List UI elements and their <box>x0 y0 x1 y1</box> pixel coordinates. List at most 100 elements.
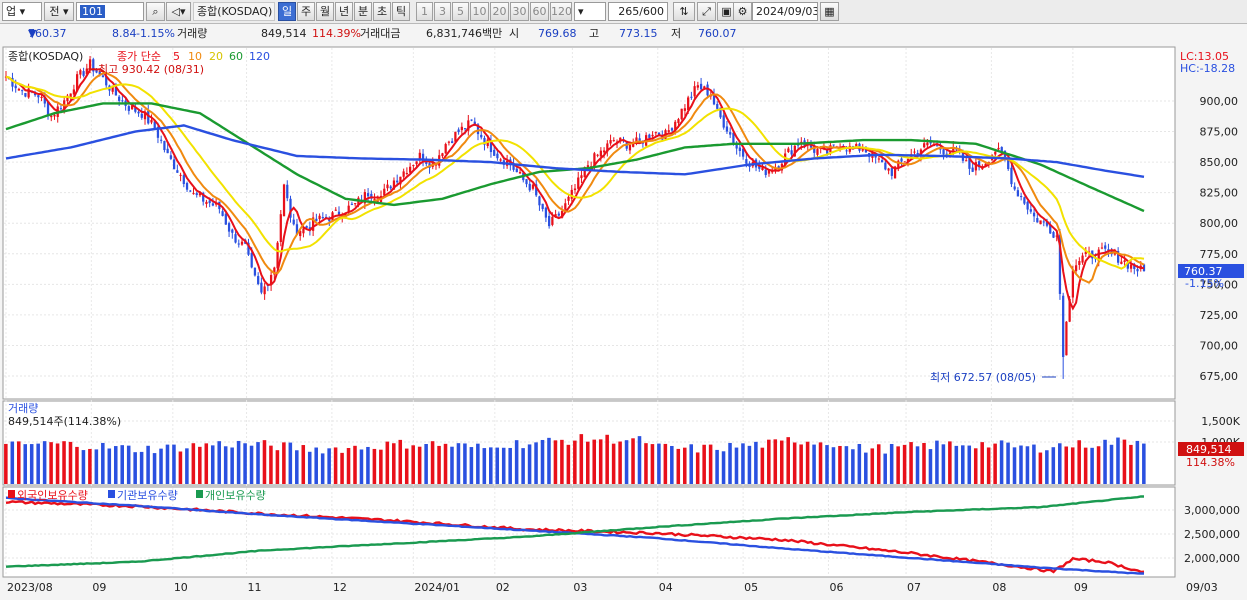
candle-body <box>289 198 292 218</box>
date-field[interactable]: 2024/09/03 <box>752 2 818 21</box>
gear-icon[interactable]: ⚙ <box>733 2 752 21</box>
volume-bar <box>417 446 422 484</box>
ma-20-label: 20 <box>209 50 223 63</box>
period-button-2[interactable]: 월 <box>316 2 334 21</box>
candle-body <box>1049 224 1052 234</box>
volume-bar <box>941 444 946 484</box>
prev-button[interactable]: 전 ▾ <box>44 2 74 21</box>
x-tick-label: 09 <box>1074 581 1088 594</box>
index-name: 종합(KOSDAQ) <box>193 2 275 21</box>
market-select[interactable]: 업 ▾ <box>2 2 42 21</box>
candle-body <box>357 197 360 206</box>
candle-icon[interactable]: ⇅ <box>673 2 695 21</box>
interval-button-3[interactable]: 10 <box>470 2 489 21</box>
period-button-4[interactable]: 분 <box>354 2 372 21</box>
count-input[interactable]: 265/600 <box>608 2 668 21</box>
candle-body <box>441 153 444 157</box>
volume-bar <box>139 451 144 484</box>
interval-button-5[interactable]: 30 <box>510 2 529 21</box>
volume-bar <box>1135 440 1140 484</box>
volume-bar <box>818 442 823 484</box>
price-tick-label: 725,00 <box>1200 309 1239 322</box>
candle-body <box>444 144 447 154</box>
candle-body <box>977 161 981 168</box>
volume-bar <box>547 437 551 484</box>
candle-body <box>887 168 890 171</box>
search-icon[interactable]: ⌕ <box>146 2 165 21</box>
volume-bar <box>288 442 293 484</box>
candle-body <box>467 120 470 131</box>
volume-bar <box>68 441 73 484</box>
volume-bar <box>922 442 926 484</box>
volume-bar <box>754 441 758 484</box>
volume-value: 849,514 <box>261 27 307 40</box>
interval-button-7[interactable]: 120 <box>550 2 572 21</box>
candle-body <box>612 140 615 142</box>
x-tick-label: 03 <box>573 581 587 594</box>
candle-body <box>948 152 952 155</box>
expand-icon[interactable]: ⤢ <box>697 2 716 21</box>
quote-info-bar: 760.37 ▼ 8.84 -1.15% 거래량 849,514 114.39%… <box>0 24 1247 68</box>
volume-bar <box>598 439 603 484</box>
candle-body <box>1020 196 1023 198</box>
interval-button-2[interactable]: 5 <box>452 2 469 21</box>
candle-body <box>43 96 46 104</box>
volume-bar <box>631 438 635 484</box>
volume-bar <box>812 444 816 484</box>
candle-body <box>816 149 819 155</box>
volume-bar <box>501 447 506 484</box>
candle-body <box>460 126 463 131</box>
candle-body <box>92 59 95 72</box>
candle-body <box>531 184 535 189</box>
candle-body <box>696 85 699 88</box>
volume-bar <box>747 445 752 484</box>
volume-bar <box>792 442 797 484</box>
last-volume-pct: 114.38% <box>1186 456 1235 469</box>
code-input[interactable]: 101 <box>76 2 144 21</box>
candle-body <box>354 203 357 205</box>
holdings-line-0 <box>5 500 1145 574</box>
period-button-0[interactable]: 일 <box>278 2 296 21</box>
candle-body <box>396 180 399 183</box>
interval-button-4[interactable]: 20 <box>490 2 509 21</box>
candle-body <box>606 143 609 152</box>
candle-body <box>945 153 948 155</box>
candle-body <box>784 153 787 166</box>
candle-body <box>286 184 289 199</box>
price-tick-label: 775,00 <box>1200 248 1239 261</box>
candle-body <box>147 110 150 124</box>
candle-body <box>1078 261 1081 265</box>
candle-body <box>224 213 227 225</box>
period-button-1[interactable]: 주 <box>297 2 315 21</box>
volume-bar <box>980 442 984 484</box>
price-tick-label: 825,00 <box>1200 187 1239 200</box>
volume-bar <box>430 441 435 484</box>
candle-body <box>292 219 295 225</box>
volume-bar <box>62 441 66 484</box>
chart-area[interactable]: 675,00 700,00 725,00 750,00 775,00 800,00 825,… <box>0 44 1247 600</box>
interval-button-6[interactable]: 60 <box>530 2 549 21</box>
price-panel-title: 종합(KOSDAQ) <box>8 50 83 63</box>
period-button-3[interactable]: 년 <box>335 2 353 21</box>
candle-body <box>758 165 761 169</box>
interval-button-0[interactable]: 1 <box>416 2 433 21</box>
candle-body <box>101 75 105 78</box>
volume-bar <box>553 440 558 484</box>
interval-button-1[interactable]: 3 <box>434 2 451 21</box>
interval-input[interactable]: ▾ <box>574 2 606 21</box>
candle-body <box>111 85 114 92</box>
volume-bar <box>210 445 215 484</box>
candle-body <box>489 140 493 153</box>
period-button-5[interactable]: 초 <box>373 2 391 21</box>
volume-bar <box>986 447 991 484</box>
candle-body <box>202 192 205 202</box>
volume-bar <box>172 444 176 484</box>
period-button-6[interactable]: 틱 <box>392 2 410 21</box>
price-tick-label: 800,00 <box>1200 217 1239 230</box>
volume-bar <box>262 440 267 484</box>
calendar-icon[interactable]: ▦ <box>820 2 839 21</box>
speaker-icon[interactable]: ◁▾ <box>166 2 191 21</box>
candle-body <box>1055 235 1058 237</box>
amount-label: 거래대금 <box>360 27 401 40</box>
candle-body <box>383 188 386 196</box>
